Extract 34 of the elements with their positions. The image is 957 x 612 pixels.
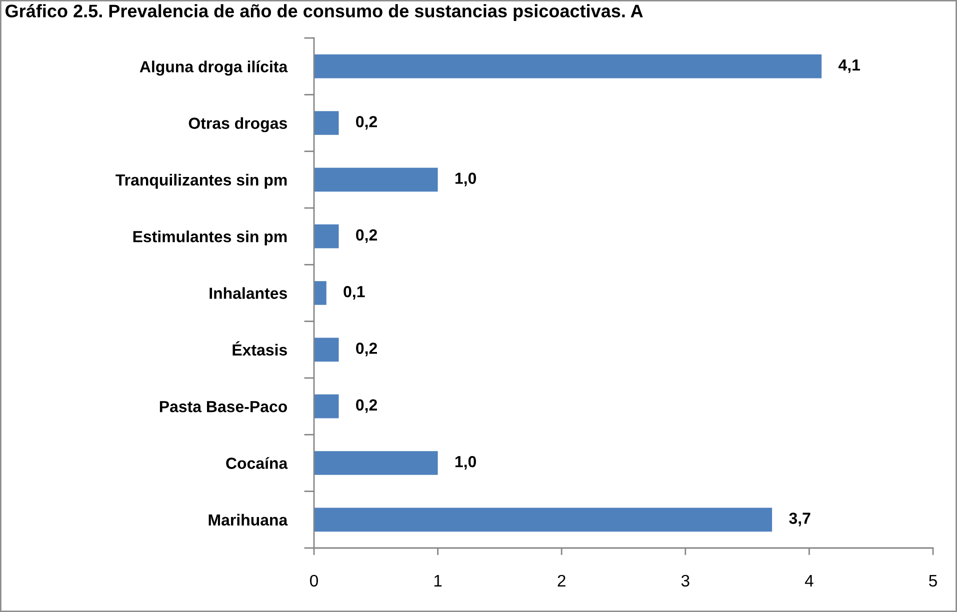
- data-label: 0,1: [344, 286, 365, 300]
- y-tick-label: Éxtasis: [232, 341, 287, 356]
- x-tick-label: 2: [558, 574, 566, 586]
- bar: [314, 111, 339, 135]
- data-label: 0,2: [356, 399, 377, 413]
- x-tick-label: 3: [681, 574, 690, 587]
- data-label: 4,1: [838, 59, 860, 73]
- data-label: 1,0: [455, 456, 476, 470]
- x-tick-label: 4: [804, 575, 814, 586]
- y-tick-label: Estimulantes sin pm: [133, 230, 287, 246]
- data-label: 3,7: [789, 512, 810, 526]
- x-tick-label: 1: [434, 575, 442, 586]
- bar: [314, 508, 772, 532]
- y-tick-label: Inhalantes: [210, 287, 287, 299]
- y-tick-label: Cocaína: [226, 457, 288, 469]
- bar: [314, 338, 339, 362]
- data-label: 0,2: [356, 229, 377, 243]
- y-tick-label: Marihuana: [208, 514, 288, 526]
- y-tick-label: Tranquilizantes sin pm: [116, 174, 287, 189]
- y-tick-label: Pasta Base-Paco: [160, 401, 287, 412]
- bar: [314, 168, 438, 192]
- y-tick-label: Otras drogas: [188, 117, 287, 132]
- bar: [314, 451, 438, 475]
- x-tick-label: 0: [310, 574, 318, 587]
- data-label: 0,2: [356, 116, 377, 130]
- bar: [314, 281, 326, 305]
- x-tick-label: 5: [929, 575, 937, 587]
- bar: [314, 54, 822, 78]
- y-tick-label: Alguna droga ilícita: [140, 60, 288, 76]
- data-label: 1,0: [455, 172, 476, 186]
- data-label: 0,2: [356, 342, 377, 356]
- bar: [314, 224, 339, 248]
- bar: [314, 394, 339, 418]
- chart-title: Gráfico 2.5. Prevalencia de año de consumo de sustancias psicoactivas. A: [6, 4, 643, 21]
